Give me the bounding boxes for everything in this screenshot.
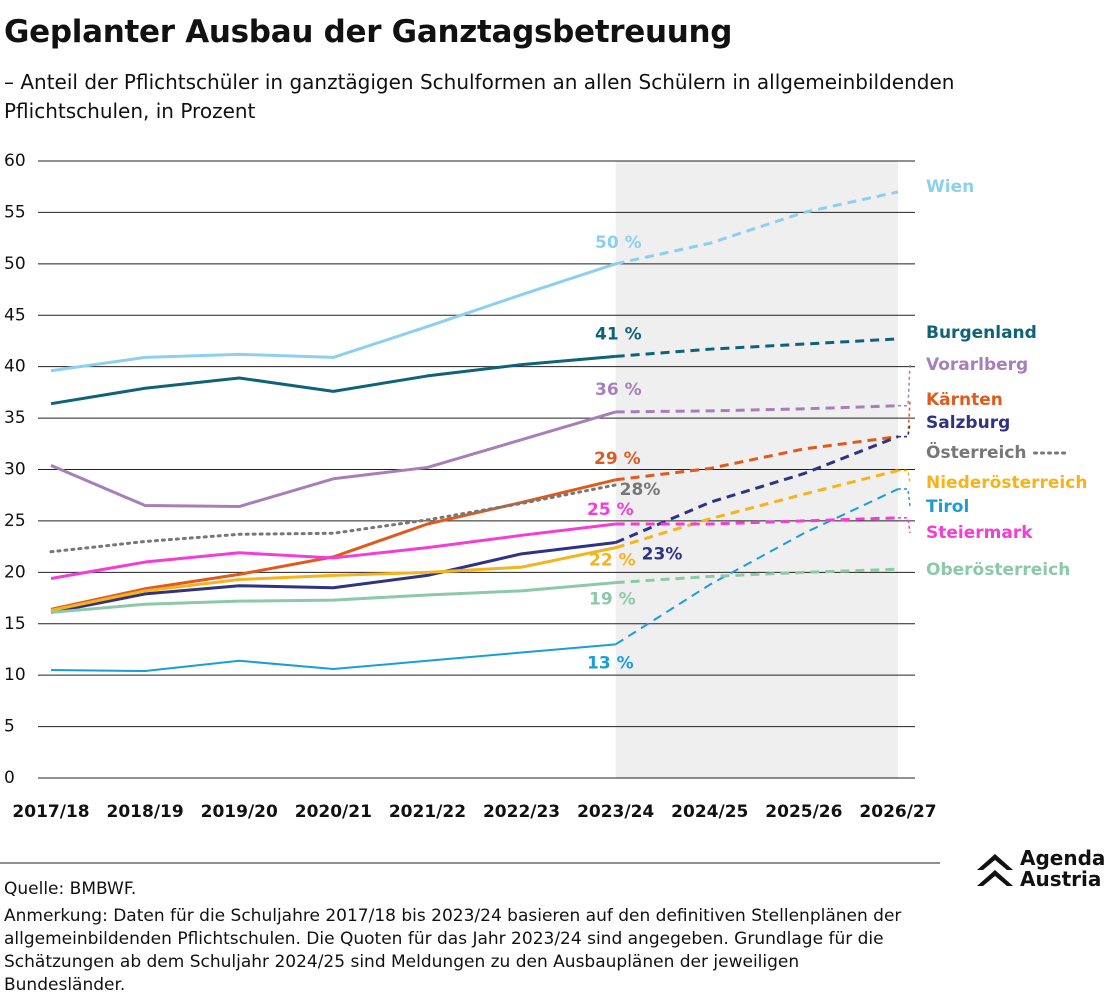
forecast-line <box>615 435 899 544</box>
series-line <box>50 410 617 509</box>
legend-label: Burgenland <box>926 323 1037 343</box>
x-tick-label: 2023/24 <box>577 802 654 822</box>
y-tick-label: 35 <box>4 408 26 428</box>
y-tick-label: 10 <box>4 665 26 685</box>
y-tick-label: 20 <box>4 562 26 582</box>
forecast-line <box>615 190 899 266</box>
forecast-line <box>615 469 899 550</box>
forecast-line <box>615 404 899 414</box>
x-tick-label: 2021/22 <box>389 802 466 822</box>
chart-title: Geplanter Ausbau der Ganztagsbetreuung <box>4 14 733 50</box>
data-label: 50 % <box>595 233 642 253</box>
chart-subtitle: – Anteil der Pflichtschüler in ganztägig… <box>4 70 955 123</box>
x-tick-label: 2025/26 <box>765 802 842 822</box>
y-tick-label: 15 <box>4 614 26 634</box>
legend-label: Oberösterreich <box>926 560 1070 580</box>
logo-icon <box>977 854 1013 886</box>
y-tick-label: 0 <box>4 768 15 788</box>
forecast-line <box>615 435 899 482</box>
legend-label: Salzburg <box>926 413 1010 433</box>
x-tick-label: 2019/20 <box>201 802 278 822</box>
logo-line: Austria <box>1020 867 1102 891</box>
data-label: 28% <box>620 480 661 500</box>
x-tick-label: 2020/21 <box>295 802 372 822</box>
source: Quelle: BMBWF. <box>4 879 137 899</box>
legend-label: Kärnten <box>926 390 1003 410</box>
forecast-line <box>615 337 899 358</box>
data-label: 36 % <box>595 380 642 400</box>
series-line <box>50 262 617 373</box>
legend-label: Steiermark <box>926 523 1033 543</box>
legend-label: Österreich <box>926 441 1027 463</box>
legend-label: Tirol <box>926 497 969 517</box>
x-tick-label: 2018/19 <box>107 802 184 822</box>
legend-label: Wien <box>926 177 974 197</box>
data-label: 22 % <box>589 551 636 571</box>
y-tick-label: 50 <box>4 254 26 274</box>
forecast-line <box>615 516 899 526</box>
data-label: 19 % <box>589 590 636 610</box>
data-label: 25 % <box>587 500 634 520</box>
legend-connector <box>898 364 911 407</box>
data-label: 13 % <box>587 653 634 673</box>
forecast-line <box>615 567 899 585</box>
series-line <box>50 643 616 673</box>
data-label: 29 % <box>594 449 641 469</box>
series-line <box>50 354 616 406</box>
y-tick-label: 60 <box>4 151 26 171</box>
y-tick-label: 40 <box>4 357 26 377</box>
y-tick-label: 45 <box>4 305 26 325</box>
forecast-line <box>615 488 899 646</box>
x-tick-label: 2022/23 <box>483 802 560 822</box>
x-tick-label: 2026/27 <box>859 802 936 822</box>
data-label: 41 % <box>595 324 642 344</box>
legend-connector <box>898 517 911 534</box>
logo-text: Agenda Austria <box>1020 848 1105 890</box>
y-tick-label: 55 <box>4 202 26 222</box>
x-tick-label: 2017/18 <box>12 802 89 822</box>
series-line <box>50 581 616 614</box>
legend-connector <box>898 422 911 438</box>
y-tick-label: 5 <box>4 717 15 737</box>
logo-line: Agenda <box>1020 846 1106 870</box>
y-tick-label: 30 <box>4 460 26 480</box>
legend-label: Niederösterreich <box>926 473 1087 493</box>
note: Anmerkung: Daten für die Schuljahre 2017… <box>4 906 902 995</box>
data-label: 23% <box>642 545 683 565</box>
legend-connector <box>898 469 911 484</box>
series-line <box>50 541 616 614</box>
y-tick-label: 25 <box>4 511 26 531</box>
series-line <box>50 546 616 612</box>
series-line <box>50 522 616 580</box>
series-line <box>49 483 618 554</box>
legend-label: Vorarlberg <box>926 355 1028 375</box>
legend-connector <box>898 488 911 508</box>
x-tick-label: 2024/25 <box>671 802 748 822</box>
